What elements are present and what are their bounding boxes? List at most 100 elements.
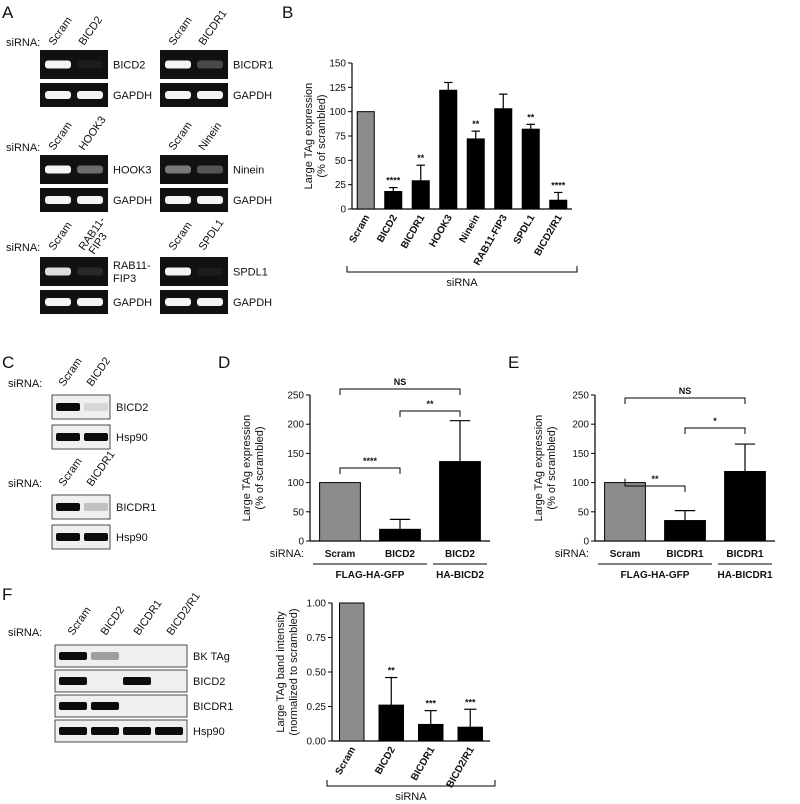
significance-label: ** (417, 153, 425, 163)
x-tick-label: SPDL1 (512, 213, 538, 247)
gel-band (197, 91, 223, 99)
gel-band (165, 165, 191, 174)
significance-label: ** (527, 112, 535, 122)
sirna-label-a: siRNA: (6, 142, 40, 154)
bar-spdl1 (521, 128, 540, 210)
y-axis-label: (% of scrambled) (316, 94, 328, 177)
panel-letter-a: A (2, 3, 14, 22)
blot-band (84, 533, 108, 541)
gel-band (45, 165, 71, 174)
bar-bicdr1 (411, 180, 430, 210)
y-tick-label: 0.00 (307, 737, 327, 748)
panel-letter-d: D (218, 353, 230, 372)
x-tick-label: BICDR1 (399, 213, 427, 251)
lane-label-scram: Scram (47, 120, 75, 153)
comparison-label: **** (363, 456, 378, 466)
blot-label-hsp90: Hsp90 (116, 432, 148, 444)
lane-label-scram: Scram (57, 356, 85, 389)
blot-band (59, 652, 87, 660)
blot-band (84, 503, 108, 511)
lane-label-bicd2: BICD2 (85, 355, 113, 388)
blot-band (59, 677, 87, 685)
gel-band (165, 267, 191, 276)
blot-band (84, 433, 108, 441)
y-tick-label: 0.75 (307, 633, 327, 644)
gel-label-hook3: HOOK3 (113, 165, 152, 177)
x-tick-label: HOOK3 (428, 213, 456, 250)
chart-b: 0 25 50 75 100 125 150 Large TAg expression (% o… (303, 59, 578, 289)
blot-band (91, 702, 119, 710)
y-axis-label: Large TAg band intensity (275, 611, 287, 733)
sirna-bracket (346, 266, 578, 273)
gel-band (197, 298, 223, 306)
significance-label: *** (425, 699, 436, 709)
lane-label-scram: Scram (66, 605, 94, 638)
gel-label-gapdh: GAPDH (233, 90, 272, 102)
x-tick-label: BICD2/R1 (533, 213, 566, 258)
gel-label-rab11-fip3: RAB11- (113, 260, 151, 272)
blot-band (123, 727, 151, 735)
blot-band (155, 727, 183, 735)
gel-band (45, 60, 71, 69)
y-axis-label: (% of scrambled) (254, 426, 266, 509)
bar-scram (319, 482, 361, 542)
blot-label-hsp90: Hsp90 (116, 532, 148, 544)
comparison-bracket (624, 397, 746, 404)
gel-label-gapdh: GAPDH (233, 195, 272, 207)
bar-hook3 (439, 89, 458, 210)
y-axis-label: Large TAg expression (241, 415, 253, 522)
comparison-bracket (624, 478, 686, 492)
y-axis-label: Large TAg expression (303, 83, 315, 190)
x-tick-label: Scram (348, 213, 373, 245)
blot-label-bicdr1: BICDR1 (193, 701, 233, 713)
gel-label-bicd2: BICD2 (113, 60, 145, 72)
x-axis-label: siRNA (395, 791, 427, 803)
y-tick-label: 0 (340, 205, 346, 216)
gel-band (197, 60, 223, 69)
sirna-label-a: siRNA: (6, 37, 40, 49)
bar-bicd2 (439, 461, 481, 542)
x-tick-label: BICD2 (385, 549, 415, 560)
blot-label-bicd2: BICD2 (193, 676, 225, 688)
blot-bicdr1 (54, 694, 188, 718)
group-label-flag-ha-gfp: FLAG-HA-GFP (621, 570, 690, 581)
y-tick-label: 200 (287, 420, 304, 431)
lane-label-ninein: Ninein (197, 120, 225, 152)
significance-label: **** (386, 176, 401, 186)
sirna-label-d: siRNA: (270, 548, 304, 560)
y-tick-label: 200 (572, 420, 589, 431)
blot-band (56, 403, 80, 411)
y-axis-label: (normalized to scrambled) (288, 608, 300, 735)
blot-band (91, 652, 119, 660)
x-tick-label: BICD2 (373, 745, 398, 777)
sirna-label-e: siRNA: (555, 548, 589, 560)
gel-ninein (160, 155, 228, 184)
y-tick-label: 50 (578, 507, 590, 518)
gel-band (45, 91, 71, 99)
y-tick-label: 75 (335, 132, 347, 143)
blot-band (56, 503, 80, 511)
lane-label-bicdr1: BICDR1 (197, 8, 230, 48)
panel-letter-b: B (282, 3, 293, 22)
y-tick-label: 50 (293, 507, 305, 518)
y-tick-label: 250 (572, 391, 589, 402)
bar-scram (604, 482, 646, 542)
bar-bicd2 (384, 190, 403, 210)
comparison-bracket (339, 467, 401, 474)
blot-band (123, 677, 151, 685)
blot-band (56, 433, 80, 441)
x-tick-label: Scram (610, 549, 641, 560)
x-tick-label: BICD2 (445, 549, 475, 560)
significance-label: ** (388, 666, 396, 676)
x-tick-label: BICD2 (375, 213, 400, 245)
gel-band (77, 91, 103, 99)
y-tick-label: 25 (335, 180, 347, 191)
gel-band (197, 196, 223, 204)
lane-label-spdl1: SPDL1 (197, 217, 227, 252)
gel-band (77, 267, 103, 276)
lane-label-bicd2: BICD2 (99, 604, 127, 637)
gel-band (165, 60, 191, 69)
gel-band (197, 165, 223, 174)
bar-bicdr1 (664, 520, 706, 542)
